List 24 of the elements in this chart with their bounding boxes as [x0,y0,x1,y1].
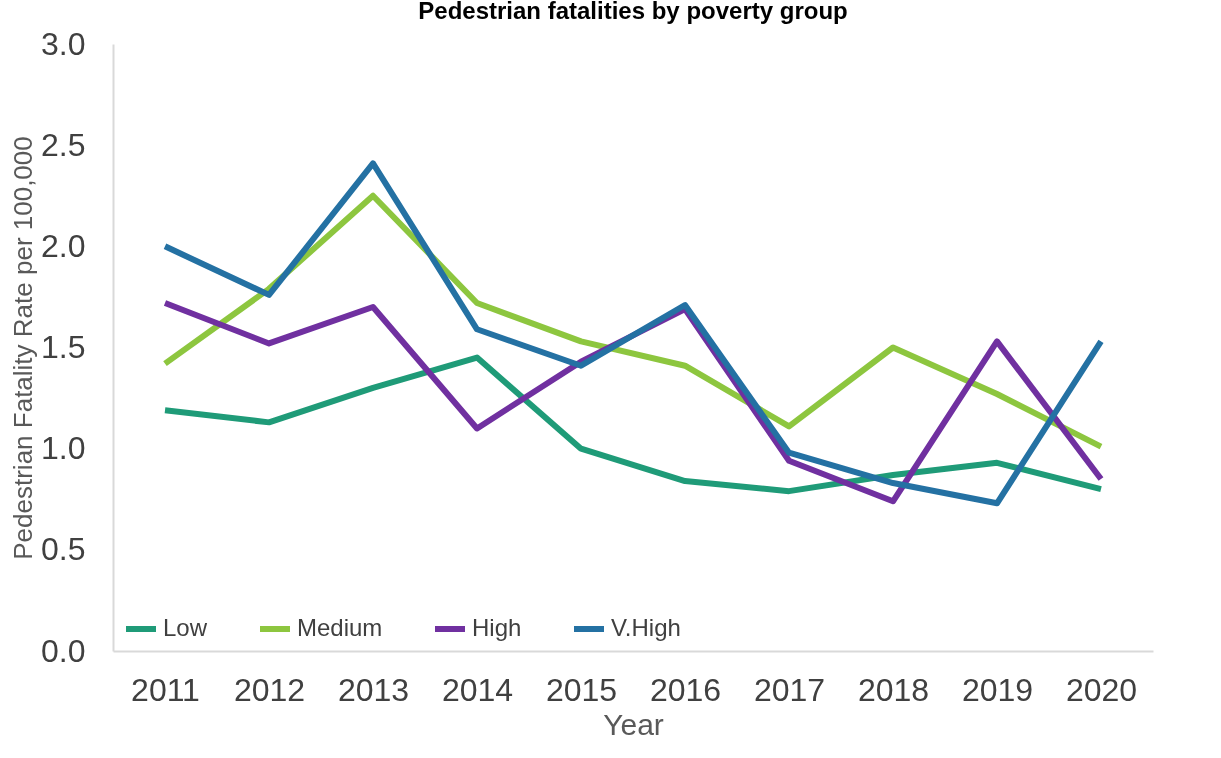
x-tick-label: 2013 [337,671,410,708]
x-tick-label: 2012 [233,671,306,708]
x-axis-title: Year [603,707,664,741]
x-tick-label: 2017 [753,671,826,708]
y-tick-label: 1.0 [41,430,86,467]
y-tick-label: 0.0 [41,632,86,669]
y-tick-label: 1.5 [41,329,86,365]
x-tick-label: 2019 [961,671,1034,708]
legend-label: Medium [297,614,383,641]
legend-label: Low [163,614,208,641]
x-tick-label: 2018 [857,671,930,708]
x-tick-label: 2016 [649,671,722,708]
x-tick-label: 2014 [441,671,514,708]
y-axis-title: Pedestrian Fatality Rate per 100,000 [8,136,39,560]
legend-label: V.High [611,614,681,641]
x-tick-label: 2020 [1065,671,1138,708]
y-tick-label: 0.5 [41,531,86,568]
chart-title: Pedestrian fatalities by poverty group [418,0,848,24]
y-tick-label: 2.0 [41,227,86,264]
y-tick-label: 3.0 [41,25,86,62]
legend-label: High [472,614,522,641]
x-tick-label: 2011 [131,671,200,708]
x-tick-label: 2015 [545,671,618,708]
y-tick-label: 2.5 [41,126,86,163]
